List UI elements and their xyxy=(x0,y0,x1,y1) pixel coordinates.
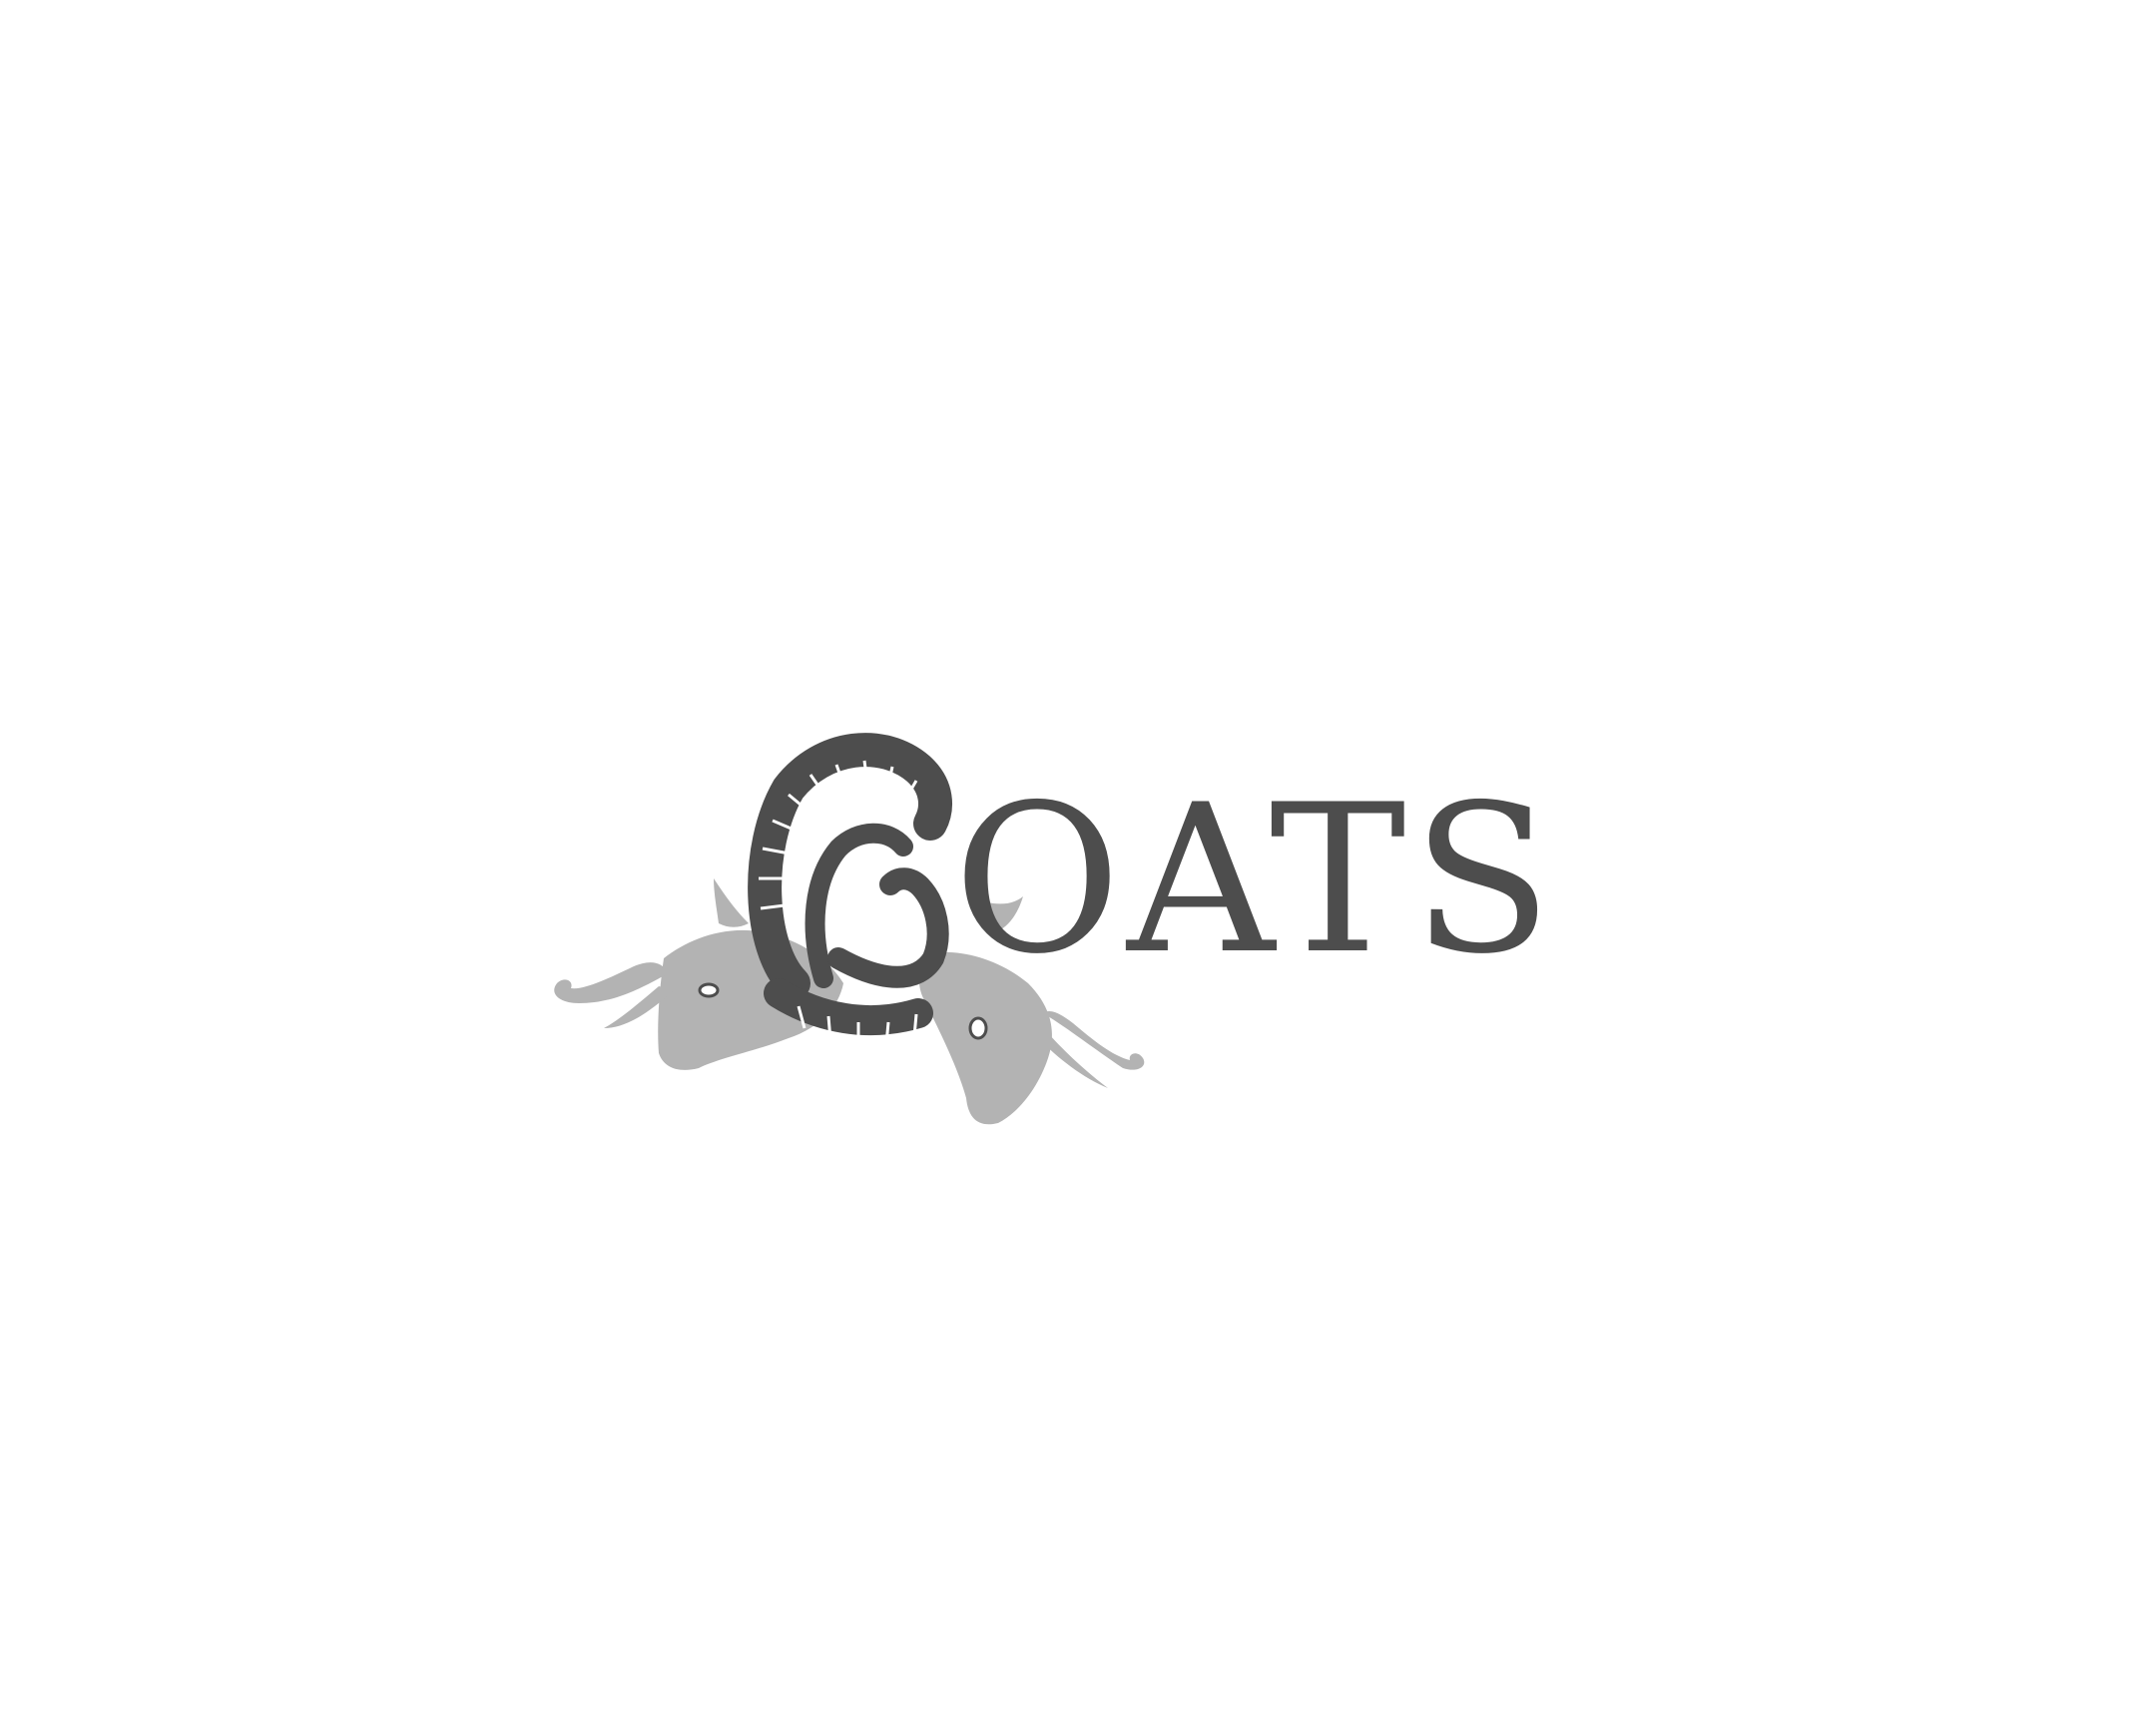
goat-eyes xyxy=(698,982,988,1040)
two-goat-heads-horns-icon xyxy=(554,733,1145,1125)
brand-wordmark: OATS xyxy=(953,762,1559,999)
curled-horns xyxy=(748,733,952,1036)
horn-ridges xyxy=(759,760,918,1045)
goats-logo: OATS xyxy=(539,729,1552,1128)
right-goat-head xyxy=(918,896,1145,1125)
